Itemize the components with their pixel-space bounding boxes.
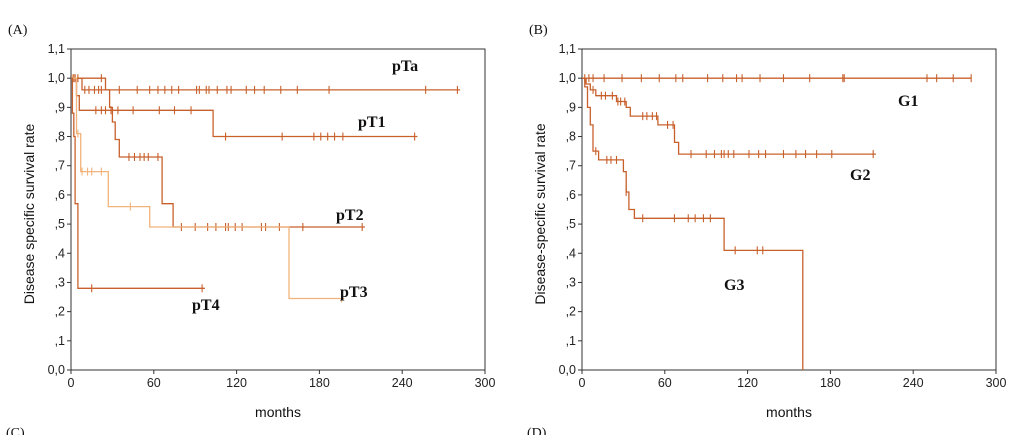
panel-a-xlabel: months <box>255 404 301 420</box>
x-tick-label: 180 <box>820 376 841 390</box>
x-tick-label: 240 <box>903 376 924 390</box>
panel-a-chart: (A) Disease specific survival rate month… <box>8 23 495 420</box>
y-tick-label: ,8 <box>55 130 65 144</box>
y-tick-label: 0,0 <box>559 363 576 377</box>
y-tick-label: ,1 <box>55 334 65 348</box>
panel-a-label: (A) <box>8 23 28 38</box>
y-tick-label: ,7 <box>55 159 65 173</box>
curve-g2 <box>582 77 876 155</box>
y-tick-label: 1,1 <box>48 42 65 56</box>
plot-frame <box>70 48 486 371</box>
y-tick-label: ,6 <box>566 188 576 202</box>
x-tick-label: 120 <box>226 376 247 390</box>
curve-label-pt3: pT3 <box>340 284 368 301</box>
y-tick-label: ,8 <box>566 130 576 144</box>
x-tick-label: 180 <box>309 376 330 390</box>
curve-pt3 <box>71 77 345 300</box>
x-tick-label: 0 <box>68 376 75 390</box>
curve-label-pta: pTa <box>392 58 418 75</box>
panel-b-label: (B) <box>529 23 548 38</box>
y-tick-label: ,2 <box>55 305 65 319</box>
y-tick-label: ,5 <box>55 217 65 231</box>
y-tick-label: ,1 <box>566 334 576 348</box>
curve-label-g1: G1 <box>898 93 918 110</box>
y-tick-label: ,2 <box>566 305 576 319</box>
curve-label-g2: G2 <box>850 167 870 184</box>
curve-label-pt2: pT2 <box>336 207 364 224</box>
curve-pt4 <box>71 77 205 289</box>
x-tick-label: 60 <box>658 376 672 390</box>
curve-pta <box>71 77 461 91</box>
x-tick-label: 300 <box>986 376 1007 390</box>
curve-pt2 <box>71 77 365 228</box>
y-tick-label: ,4 <box>566 246 576 260</box>
curve-g3 <box>582 77 804 370</box>
x-tick-label: 240 <box>392 376 413 390</box>
panel-b-chart: (B) Disease-specific survival rate month… <box>529 23 1006 420</box>
x-tick-label: 300 <box>475 376 496 390</box>
y-tick-label: ,3 <box>55 275 65 289</box>
y-tick-label: ,5 <box>566 217 576 231</box>
y-tick-label: 1,1 <box>559 42 576 56</box>
panel-b-ylabel: Disease-specific survival rate <box>532 123 548 304</box>
curve-label-pt4: pT4 <box>192 297 220 314</box>
y-tick-label: ,6 <box>55 188 65 202</box>
y-tick-label: ,9 <box>55 100 65 114</box>
x-tick-label: 60 <box>147 376 161 390</box>
y-tick-label: ,7 <box>566 159 576 173</box>
plot-frame <box>581 48 997 371</box>
panel-d-label: (D) <box>527 426 547 435</box>
curve-label-pt1: pT1 <box>358 114 386 131</box>
y-tick-label: 0,0 <box>48 363 65 377</box>
curve-label-g3: G3 <box>724 277 744 294</box>
y-tick-label: ,9 <box>566 100 576 114</box>
panel-b-xlabel: months <box>766 404 812 420</box>
y-tick-label: 1,0 <box>559 71 576 85</box>
panel-a-ylabel: Disease specific survival rate <box>21 124 37 305</box>
y-tick-label: ,4 <box>55 246 65 260</box>
y-tick-label: ,3 <box>566 275 576 289</box>
x-tick-label: 120 <box>737 376 758 390</box>
y-tick-label: 1,0 <box>48 71 65 85</box>
x-tick-label: 0 <box>579 376 586 390</box>
panel-c-label: (C) <box>6 426 25 435</box>
